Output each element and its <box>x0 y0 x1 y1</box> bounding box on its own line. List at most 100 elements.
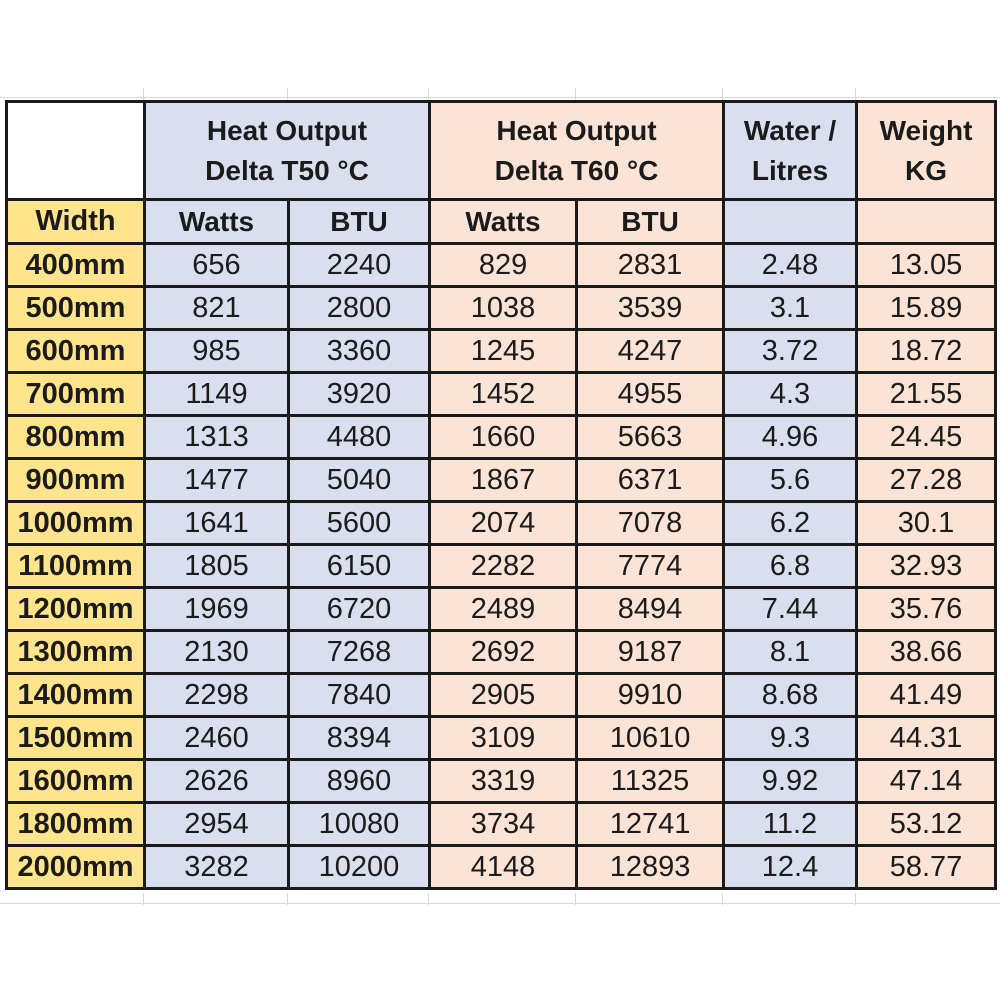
t60-btu-cell: 12893 <box>575 844 726 890</box>
t60-watts-cell: 2692 <box>428 629 579 675</box>
table-row: 1500mm 2460 8394 3109 10610 9.3 44.31 <box>5 715 998 761</box>
t50-btu-cell: 10200 <box>286 844 432 890</box>
t60-watts-cell: 1245 <box>428 328 579 374</box>
weight-kg-cell: 32.93 <box>855 543 998 589</box>
water-litres-cell: 3.72 <box>722 328 859 374</box>
weight-kg-header: Weight KG <box>855 100 998 201</box>
t50-watts-cell: 1477 <box>143 457 290 503</box>
width-cell: 2000mm <box>5 844 146 890</box>
t60-btu-cell: 9187 <box>575 629 726 675</box>
width-cell: 1600mm <box>5 758 146 804</box>
width-cell: 800mm <box>5 414 146 460</box>
t50-btu-cell: 5600 <box>286 500 432 546</box>
t60-btu-cell: 8494 <box>575 586 726 632</box>
t50-btu-cell: 2800 <box>286 285 432 331</box>
water-litres-cell: 5.6 <box>722 457 859 503</box>
weight-kg-cell: 30.1 <box>855 500 998 546</box>
t50-btu-cell: 7840 <box>286 672 432 718</box>
t60-watts-cell: 1038 <box>428 285 579 331</box>
water-litres-cell: 3.1 <box>722 285 859 331</box>
width-cell: 500mm <box>5 285 146 331</box>
width-cell: 400mm <box>5 242 146 288</box>
width-cell: 600mm <box>5 328 146 374</box>
t50-watts-cell: 1641 <box>143 500 290 546</box>
weight-kg-line2: KG <box>905 154 948 186</box>
t60-btu-column-header: BTU <box>575 198 726 245</box>
water-litres-line1: Water / <box>743 114 837 146</box>
t60-watts-cell: 3319 <box>428 758 579 804</box>
water-litres-cell: 12.4 <box>722 844 859 890</box>
t50-btu-cell: 8960 <box>286 758 432 804</box>
width-cell: 1200mm <box>5 586 146 632</box>
weight-kg-line1: Weight <box>879 114 973 146</box>
water-litres-cell: 9.3 <box>722 715 859 761</box>
t60-watts-cell: 2905 <box>428 672 579 718</box>
width-cell: 1500mm <box>5 715 146 761</box>
table-row: 1100mm 1805 6150 2282 7774 6.8 32.93 <box>5 543 998 589</box>
t50-watts-cell: 985 <box>143 328 290 374</box>
t60-btu-cell: 11325 <box>575 758 726 804</box>
t50-btu-cell: 3360 <box>286 328 432 374</box>
t50-watts-cell: 821 <box>143 285 290 331</box>
t60-btu-cell: 4955 <box>575 371 726 417</box>
gridline-tick <box>855 88 856 100</box>
t50-btu-cell: 3920 <box>286 371 432 417</box>
t50-watts-cell: 1149 <box>143 371 290 417</box>
sub-header-row: Width Watts BTU Watts BTU <box>5 198 998 245</box>
t60-btu-cell: 5663 <box>575 414 726 460</box>
t60-watts-cell: 1660 <box>428 414 579 460</box>
t60-btu-cell: 2831 <box>575 242 726 288</box>
weight-kg-cell: 18.72 <box>855 328 998 374</box>
width-cell: 1100mm <box>5 543 146 589</box>
heat-output-t60-header: Heat Output Delta T60 °C <box>428 100 726 201</box>
t50-btu-cell: 8394 <box>286 715 432 761</box>
t60-btu-cell: 7774 <box>575 543 726 589</box>
weight-kg-empty-subheader <box>855 198 998 245</box>
heat-output-t60-line2: Delta T60 °C <box>494 154 659 186</box>
heat-output-t50-header: Heat Output Delta T50 °C <box>142 100 432 201</box>
t50-watts-cell: 3282 <box>143 844 290 890</box>
water-litres-cell: 8.68 <box>722 672 859 718</box>
table-row: 500mm 821 2800 1038 3539 3.1 15.89 <box>5 285 998 331</box>
weight-kg-cell: 27.28 <box>855 457 998 503</box>
t50-btu-cell: 6150 <box>286 543 432 589</box>
group-header-row: Heat Output Delta T50 °C Heat Output Del… <box>5 100 998 201</box>
table-row: 1300mm 2130 7268 2692 9187 8.1 38.66 <box>5 629 998 675</box>
water-litres-empty-subheader <box>722 198 859 245</box>
gridline-tick <box>722 893 723 905</box>
weight-kg-cell: 41.49 <box>855 672 998 718</box>
weight-kg-cell: 35.76 <box>855 586 998 632</box>
table-row: 2000mm 3282 10200 4148 12893 12.4 58.77 <box>5 844 998 890</box>
table-row: 1200mm 1969 6720 2489 8494 7.44 35.76 <box>5 586 998 632</box>
t60-watts-cell: 829 <box>428 242 579 288</box>
heat-output-t50-line2: Delta T50 °C <box>205 154 369 186</box>
width-cell: 1800mm <box>5 801 146 847</box>
table-body: 400mm 656 2240 829 2831 2.48 13.05 500mm 821 2800… <box>5 242 998 890</box>
weight-kg-cell: 47.14 <box>855 758 998 804</box>
t60-watts-cell: 2282 <box>428 543 579 589</box>
t60-btu-cell: 3539 <box>575 285 726 331</box>
weight-kg-cell: 24.45 <box>855 414 998 460</box>
gridline-tick <box>575 893 576 905</box>
gridline-tick <box>143 88 144 100</box>
water-litres-cell: 4.96 <box>722 414 859 460</box>
t50-watts-cell: 1805 <box>143 543 290 589</box>
t50-btu-cell: 10080 <box>286 801 432 847</box>
t60-btu-cell: 9910 <box>575 672 726 718</box>
gridline-tick <box>855 893 856 905</box>
water-litres-cell: 6.2 <box>722 500 859 546</box>
gridline-tick <box>722 88 723 100</box>
water-litres-header: Water / Litres <box>722 100 859 201</box>
water-litres-cell: 6.8 <box>722 543 859 589</box>
gridline-tick <box>428 88 429 100</box>
weight-kg-cell: 38.66 <box>855 629 998 675</box>
water-litres-cell: 4.3 <box>722 371 859 417</box>
weight-kg-cell: 58.77 <box>855 844 998 890</box>
water-litres-cell: 11.2 <box>722 801 859 847</box>
weight-kg-cell: 53.12 <box>855 801 998 847</box>
t50-watts-cell: 2130 <box>143 629 290 675</box>
table-row: 600mm 985 3360 1245 4247 3.72 18.72 <box>5 328 998 374</box>
t60-btu-cell: 7078 <box>575 500 726 546</box>
gridline-tick <box>428 893 429 905</box>
